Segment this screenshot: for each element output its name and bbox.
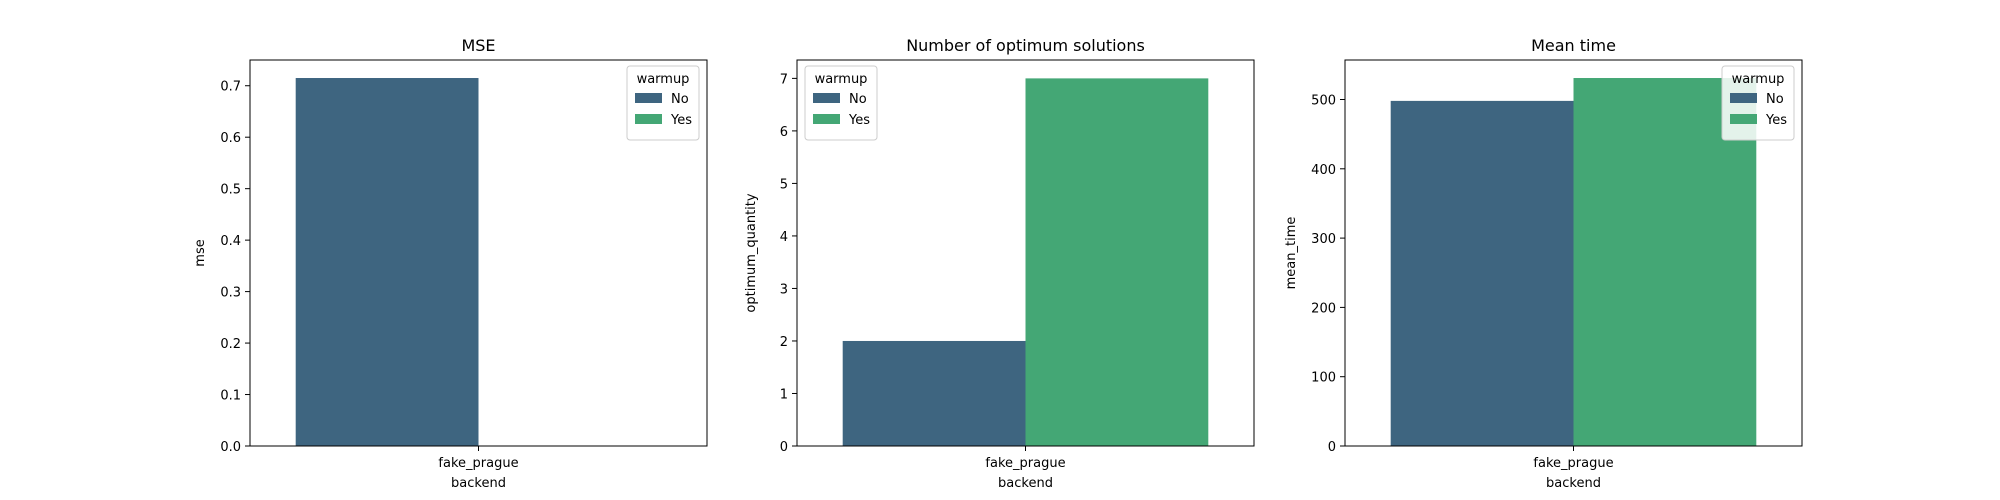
- y-tick-label: 200: [1311, 301, 1336, 316]
- legend: warmup No Yes: [1721, 65, 1795, 141]
- legend-label-no: No: [849, 92, 867, 107]
- y-tick-label: 5: [780, 177, 788, 192]
- chart-panel-2: Number of optimum solutions fake_prague 0 1…: [744, 36, 1255, 491]
- x-axis-label: backend: [451, 476, 506, 491]
- chart-panel-1: MSE fake_prague 0.0 0.1 0.2 0.3 0.4 0.5 0.6 0.7 ba…: [193, 36, 708, 491]
- bar-no-fake-prague: [1390, 100, 1574, 446]
- y-tick-label: 3: [780, 282, 788, 297]
- y-tick-label: 400: [1311, 163, 1336, 178]
- y-tick-label: 6: [780, 125, 788, 140]
- y-tick-label: 0.4: [220, 234, 241, 249]
- legend: warmup No Yes: [626, 65, 700, 141]
- legend-label-no: No: [1766, 92, 1784, 107]
- legend-label-yes: Yes: [670, 113, 692, 128]
- y-tick-label: 4: [780, 230, 788, 245]
- legend-title: warmup: [1732, 72, 1785, 87]
- chart-panel-3: Mean time fake_prague 0 100 200 300 400 500 back…: [1284, 36, 1803, 491]
- y-tick-label: 0.6: [220, 131, 241, 146]
- x-axis-label: backend: [998, 476, 1053, 491]
- y-tick-label: 0: [1328, 440, 1336, 455]
- y-axis-label: mse: [193, 239, 208, 266]
- x-tick-label: fake_prague: [438, 456, 518, 471]
- legend-swatch-no: [1730, 93, 1757, 103]
- bar-yes-fake-prague: [1025, 78, 1209, 446]
- y-axis-label: optimum_quantity: [744, 193, 759, 312]
- y-axis-label: mean_time: [1284, 217, 1299, 290]
- chart-title: MSE: [461, 36, 495, 55]
- legend-label-no: No: [671, 92, 689, 107]
- bar-no-fake-prague: [842, 340, 1026, 446]
- plot-frame: [249, 59, 708, 447]
- y-tick-label: 100: [1311, 371, 1336, 386]
- y-tick-label: 7: [780, 72, 788, 87]
- x-tick-label: fake_prague: [1533, 456, 1613, 471]
- y-tick-label: 0.7: [220, 80, 241, 95]
- legend-label-yes: Yes: [848, 113, 870, 128]
- y-tick-label: 1: [780, 387, 788, 402]
- y-tick-label: 0.2: [220, 337, 241, 352]
- legend: warmup No Yes: [804, 65, 878, 141]
- x-axis-label: backend: [1546, 476, 1601, 491]
- y-tick-label: 0.0: [220, 440, 241, 455]
- y-tick-label: 0.1: [220, 389, 241, 404]
- legend-swatch-yes: [813, 114, 840, 124]
- legend-label-yes: Yes: [1765, 113, 1787, 128]
- legend-title: warmup: [815, 72, 868, 87]
- chart-title: Mean time: [1531, 36, 1616, 55]
- y-tick-label: 500: [1311, 94, 1336, 109]
- y-tick-label: 2: [780, 335, 788, 350]
- plot-frame: [1344, 59, 1803, 447]
- chart-title: Number of optimum solutions: [906, 36, 1145, 55]
- legend-swatch-no: [813, 93, 840, 103]
- plot-frame: [796, 59, 1255, 447]
- legend-swatch-yes: [635, 114, 662, 124]
- y-tick-label: 300: [1311, 232, 1336, 247]
- legend-swatch-no: [635, 93, 662, 103]
- y-tick-label: 0: [780, 440, 788, 455]
- x-tick-label: fake_prague: [985, 456, 1065, 471]
- legend-title: warmup: [637, 72, 690, 87]
- y-tick-label: 0.5: [220, 183, 241, 198]
- bar-no-fake-prague: [295, 78, 479, 446]
- legend-swatch-yes: [1730, 114, 1757, 124]
- y-tick-label: 0.3: [220, 286, 241, 301]
